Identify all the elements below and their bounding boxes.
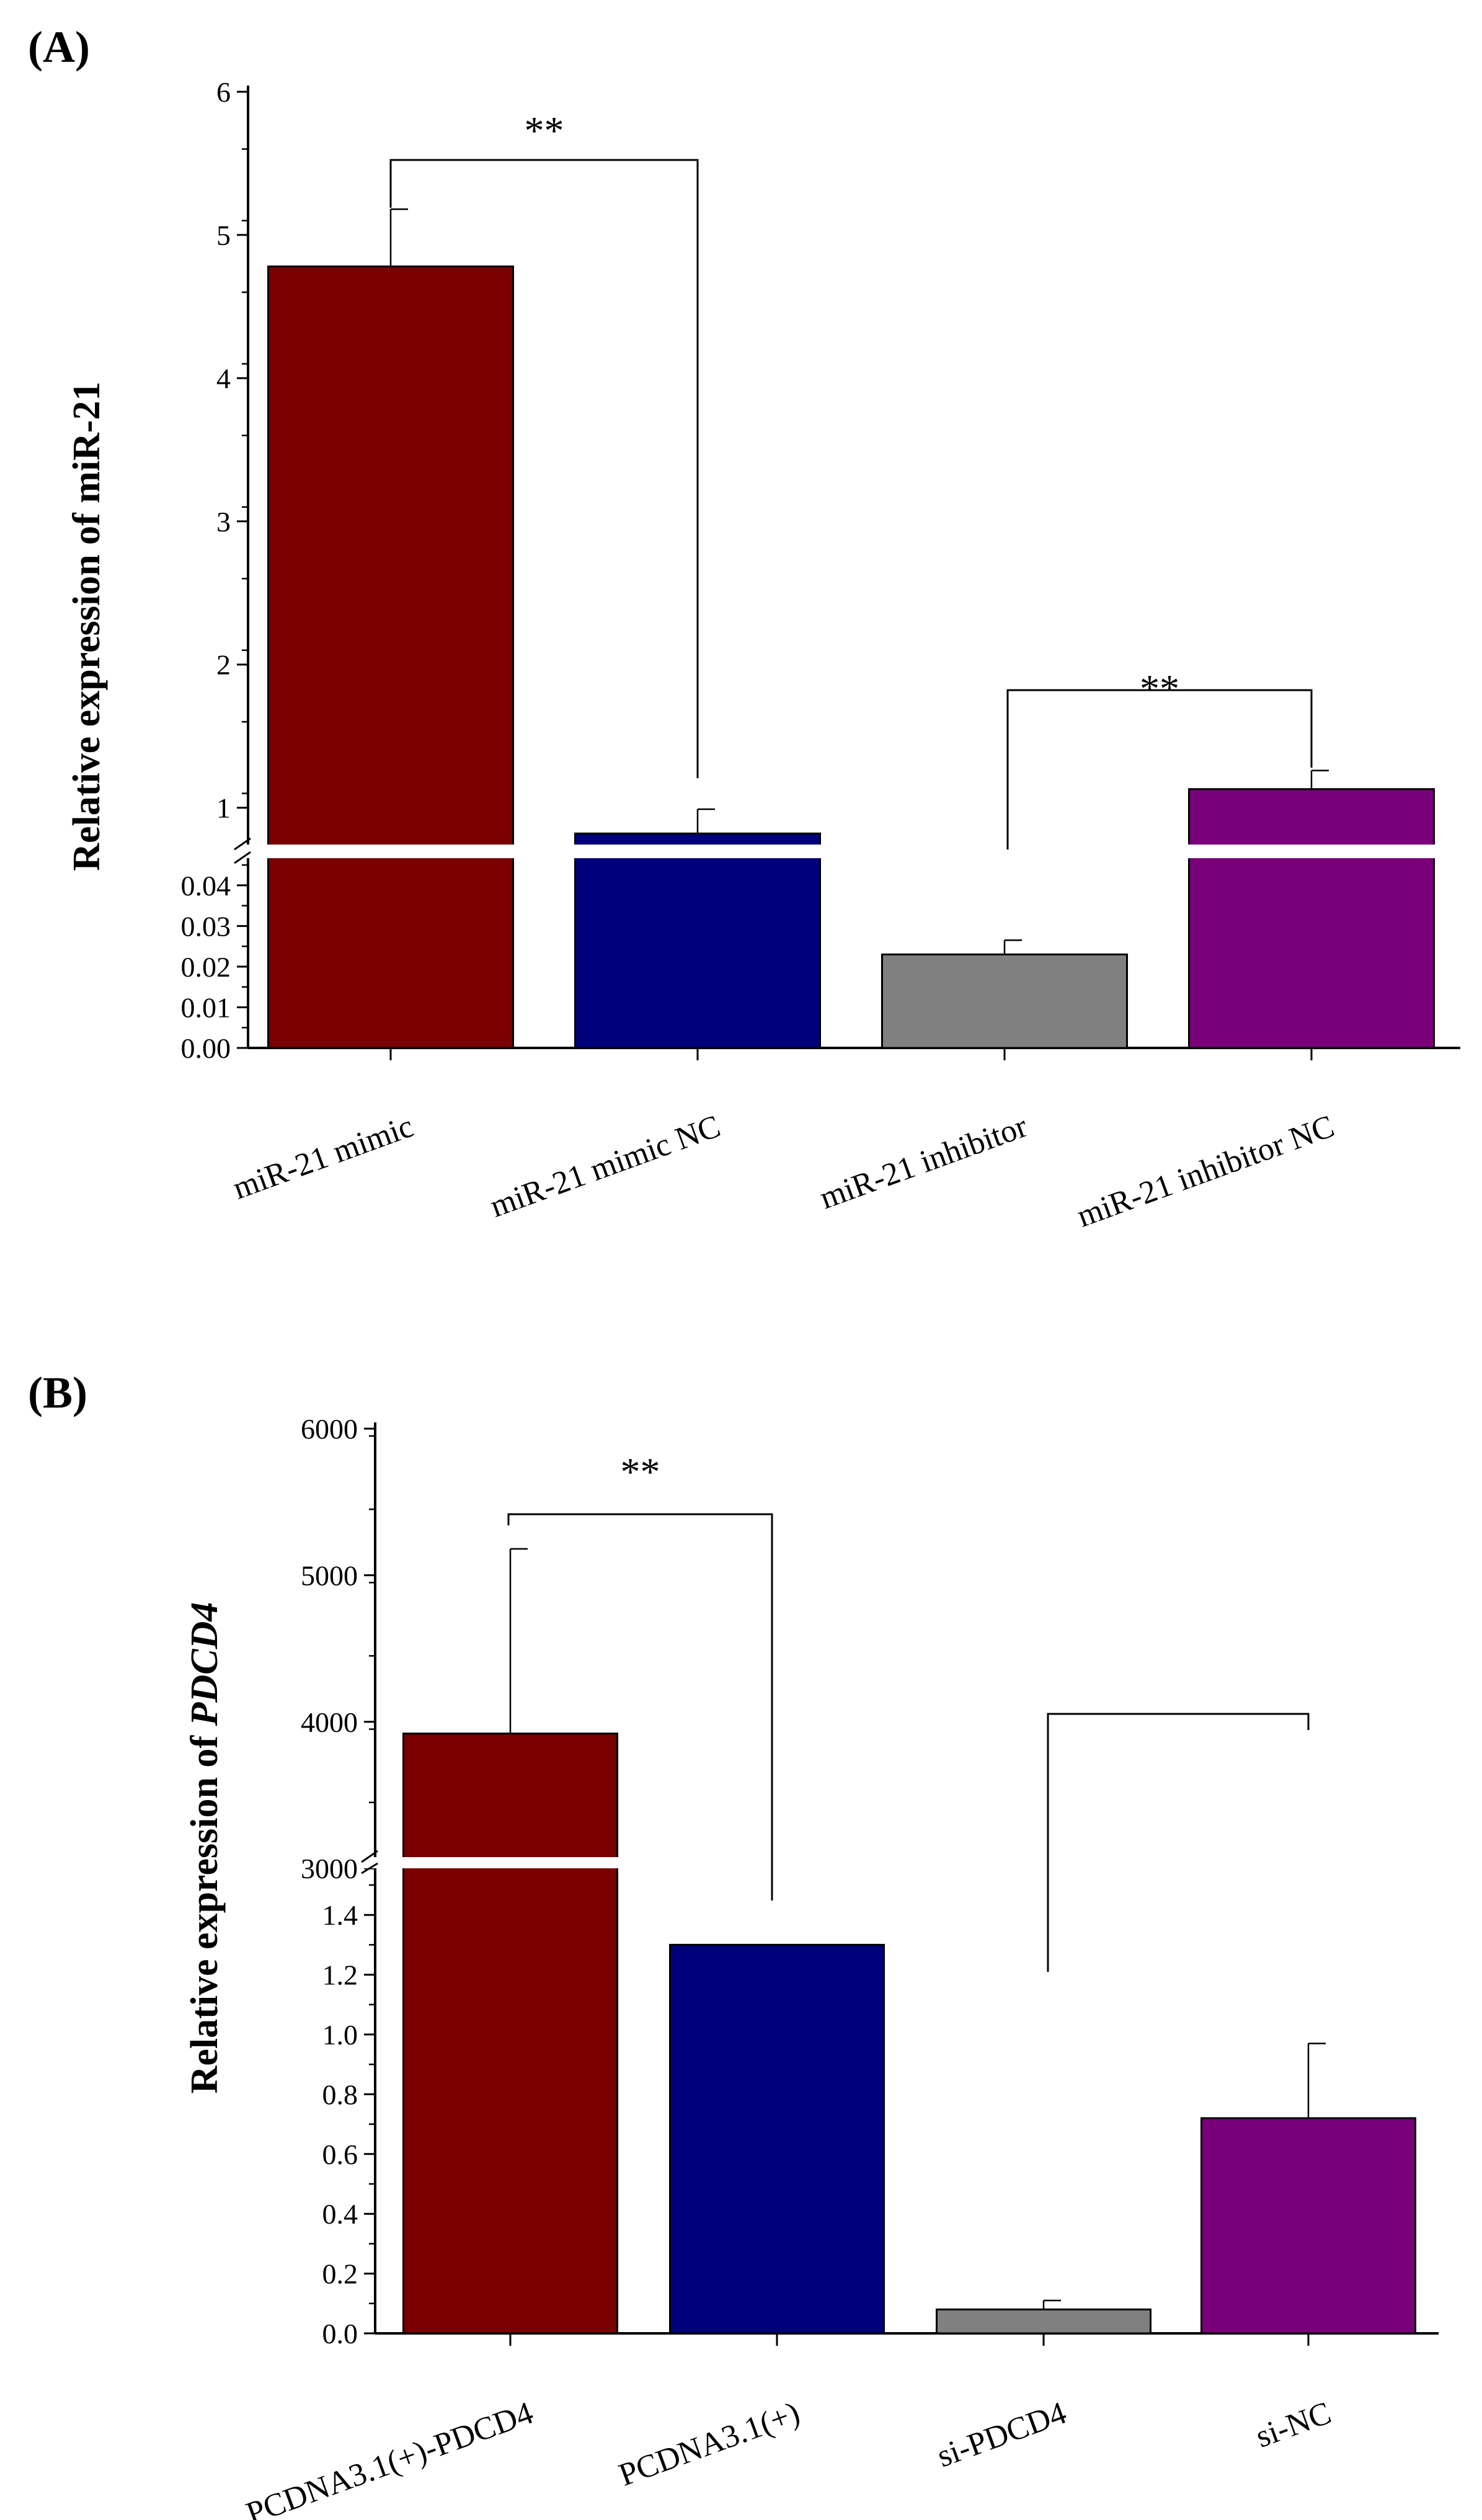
panel-b-ylabel: Relative expression of PDCD4 [184, 1602, 226, 2094]
bar [669, 1943, 885, 2335]
axis-break-mark [361, 1862, 378, 1874]
axis-break-mark [361, 1850, 378, 1863]
y-tick-label: 1 [216, 792, 231, 824]
panel-a-axis-break [233, 837, 1462, 864]
panel-b-label: (B) [28, 1368, 87, 1418]
y-tick-label: 1.0 [322, 2019, 358, 2051]
significance-bracket [1047, 1713, 1310, 1972]
y-tick-label: 0.04 [181, 870, 231, 902]
bar [402, 1732, 618, 2335]
panel-a-error-bars [389, 208, 1329, 955]
category-label: si-NC [1251, 2395, 1336, 2455]
significance-label: ** [621, 1450, 660, 1494]
category-label: miR-21 mimic [228, 1109, 418, 1207]
category-label: PCDNA3.1(+) [615, 2395, 804, 2493]
significance-label: ** [525, 109, 564, 153]
bar [1200, 2117, 1416, 2335]
panel-b-ylabel-gene: PDCD4 [184, 1602, 226, 1727]
significance-bracket [507, 1513, 773, 1901]
axis-break-mark [234, 837, 251, 851]
y-tick-label: 4 [216, 363, 231, 394]
y-tick-label: 5 [216, 220, 231, 251]
bar [574, 832, 821, 1049]
bar [881, 953, 1128, 1049]
panel-a-category-labels: miR-21 mimic miR-21 mimic NC miR-21 inhibi… [228, 1109, 1339, 1235]
y-tick-label: 0.4 [322, 2198, 358, 2230]
axis-break-band [249, 845, 1462, 858]
y-tick-label: 1.2 [322, 1959, 358, 1991]
panel-b-category-labels: PCDNA3.1(+)-PDCD4 PCDNA3.1(+) si-PDCD4 si-N… [242, 2395, 1336, 2520]
axis-break-mark [234, 851, 251, 864]
y-tick-label: 0.6 [322, 2139, 358, 2170]
panel-a-label: (A) [28, 22, 90, 72]
y-tick-label: 0.00 [181, 1032, 231, 1064]
y-tick-label: 0.8 [322, 2079, 358, 2110]
panel-a-ylabel: Relative expression of miR-21 [66, 381, 108, 871]
y-tick-label: 0.01 [181, 992, 231, 1023]
significance-label: ** [1140, 667, 1179, 711]
bar [1188, 788, 1435, 1049]
axis-break-gap [233, 845, 252, 858]
y-tick-label: 6000 [301, 1413, 358, 1445]
axis-break-band [376, 1857, 1440, 1868]
category-label: si-PDCD4 [933, 2395, 1071, 2475]
bar [936, 2308, 1151, 2335]
y-tick-label: 0.0 [322, 2318, 358, 2349]
bar [267, 265, 514, 1049]
y-tick-label: 0.02 [181, 951, 231, 983]
y-tick-label: 3000 [301, 1853, 358, 1884]
panel-a-significance: ** ** [389, 109, 1313, 850]
panel-b-ylabel-prefix: Relative expression of [184, 1726, 226, 2093]
y-tick-label: 1.4 [322, 1899, 358, 1931]
panel-b-bars [402, 1732, 1416, 2335]
y-tick-label: 4000 [301, 1706, 358, 1738]
y-tick-label: 3 [216, 506, 231, 538]
panel-b-axes: 3000 4000 5000 6000 0.0 0.2 0.4 0.6 0.8 1.0 1.2 1.4 [301, 1413, 1439, 2349]
y-tick-label: 5000 [301, 1559, 358, 1591]
y-tick-label: 0.03 [181, 910, 231, 942]
y-tick-label: 0.2 [322, 2258, 358, 2290]
category-label: miR-21 inhibitor [815, 1109, 1032, 1217]
significance-bracket [1006, 689, 1313, 850]
category-label: PCDNA3.1(+)-PDCD4 [242, 2395, 538, 2520]
category-label: miR-21 inhibitor NC [1073, 1109, 1339, 1235]
axis-break-gap [360, 1857, 379, 1868]
panel-a: (A) Relative expression of miR-21 1 2 3 4 5 6… [28, 22, 1462, 1234]
panel-b-error-bars [509, 1548, 1326, 2310]
panel-a-bars [267, 265, 1435, 1049]
panel-b-significance: ** [507, 1450, 1310, 1972]
panel-b: (B) Relative expression of PDCD4 3000 400… [28, 1368, 1440, 2520]
panel-b-axis-break [360, 1850, 1440, 1874]
y-tick-label: 2 [216, 649, 231, 681]
significance-bracket [389, 159, 699, 778]
category-label: miR-21 mimic NC [486, 1109, 725, 1225]
y-tick-label: 6 [216, 76, 231, 108]
